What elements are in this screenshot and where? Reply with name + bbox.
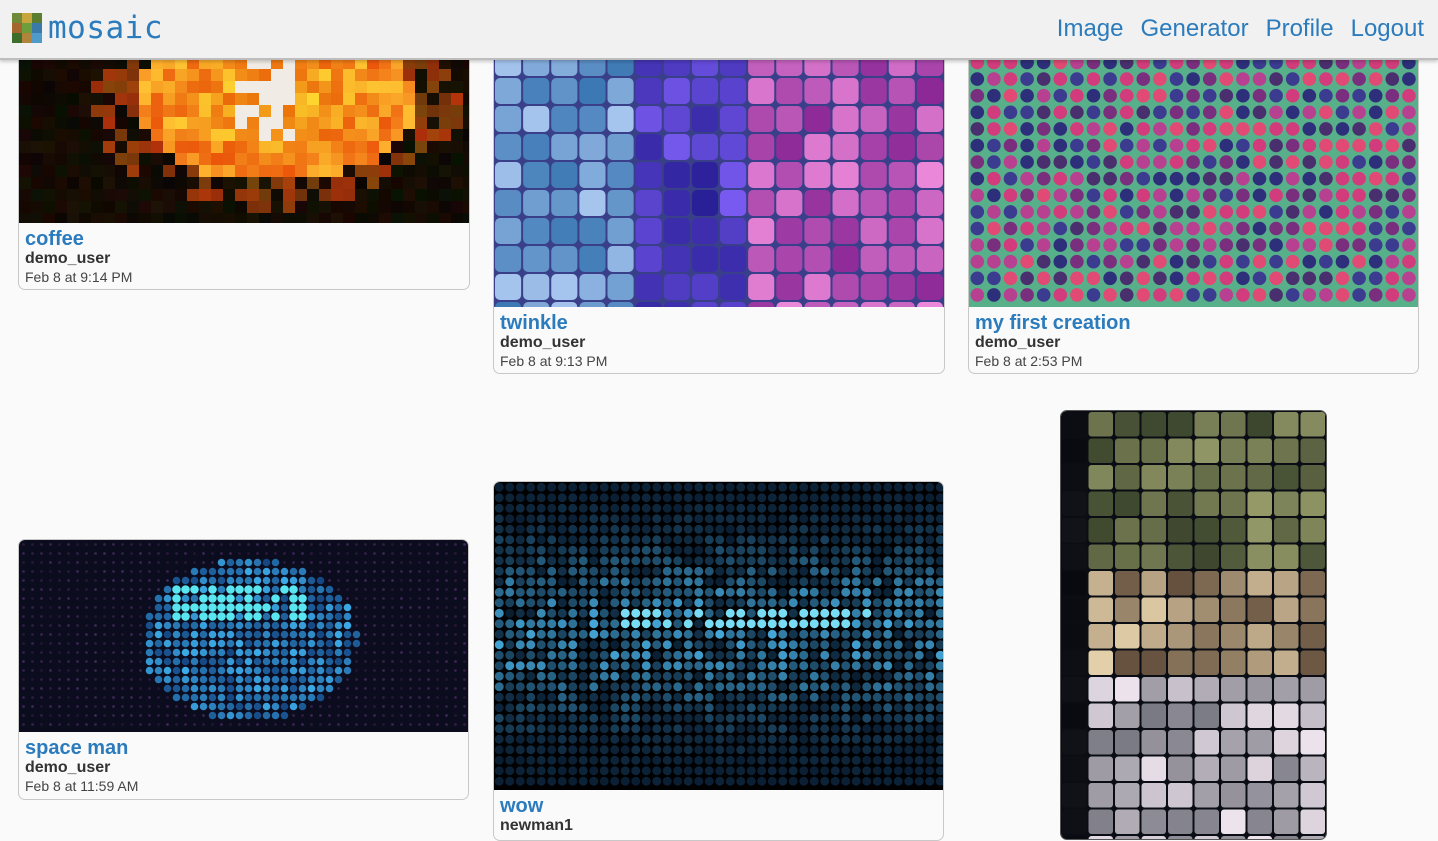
nav-logout-link[interactable]: Logout (1350, 15, 1424, 42)
card-author: demo_user (975, 334, 1061, 351)
app-name: mosaic (48, 10, 163, 46)
card-title[interactable]: wow (500, 795, 544, 817)
gallery-card-portrait[interactable] (1060, 410, 1327, 840)
gallery-card-space-man[interactable]: space man demo_user Feb 8 at 11:59 AM (18, 539, 469, 800)
card-title[interactable]: my first creation (975, 312, 1131, 334)
gallery-card-wow[interactable]: wow newman1 (493, 481, 944, 841)
nav-generator-link[interactable]: Generator (1140, 15, 1249, 42)
main-nav: Image Generator Profile Logout (1040, 14, 1424, 44)
card-author: demo_user (25, 759, 111, 776)
card-date: Feb 8 at 9:14 PM (25, 269, 133, 285)
card-author: demo_user (25, 250, 111, 267)
gallery-card-twinkle[interactable]: twinkle demo_user Feb 8 at 9:13 PM (493, 20, 945, 374)
card-date: Feb 8 at 2:53 PM (975, 353, 1083, 369)
card-title[interactable]: twinkle (500, 312, 568, 334)
mosaic-image[interactable] (1061, 411, 1326, 839)
nav-image-link[interactable]: Image (1056, 15, 1124, 42)
top-navbar: mosaic Image Generator Profile Logout (0, 0, 1438, 60)
mosaic-image[interactable] (969, 21, 1418, 307)
gallery-card-coffee[interactable]: coffee demo_user Feb 8 at 9:14 PM (18, 20, 470, 290)
gallery-card-my-first-creation[interactable]: my first creation demo_user Feb 8 at 2:5… (968, 20, 1419, 374)
mosaic-logo-icon (12, 13, 42, 43)
mosaic-image[interactable] (494, 482, 943, 790)
nav-profile-link[interactable]: Profile (1265, 15, 1334, 42)
card-author: newman1 (500, 817, 573, 834)
mosaic-image[interactable] (19, 540, 468, 732)
mosaic-image[interactable] (494, 21, 944, 307)
card-date: Feb 8 at 9:13 PM (500, 353, 608, 369)
card-title[interactable]: space man (25, 737, 129, 759)
home-link[interactable]: mosaic (12, 10, 163, 46)
card-author: demo_user (500, 334, 586, 351)
card-date: Feb 8 at 11:59 AM (25, 778, 139, 794)
card-title[interactable]: coffee (25, 228, 84, 250)
